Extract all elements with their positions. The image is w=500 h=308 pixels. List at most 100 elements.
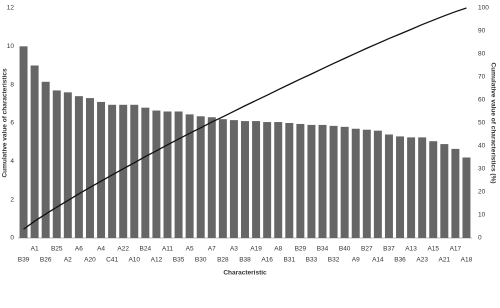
bar (152, 110, 161, 238)
x-tick-label: C41 (106, 257, 118, 264)
x-tick-label: B39 (18, 257, 30, 264)
y2-axis-title: Cumulative value of characteristics (%) (489, 62, 496, 183)
x-tick-label: A17 (450, 246, 462, 253)
y-tick-label: 4 (10, 158, 14, 165)
x-tick-label: A3 (230, 246, 238, 253)
bar (185, 114, 194, 238)
bar (19, 46, 28, 239)
y2-tick-label: 40 (478, 143, 486, 150)
bar (429, 141, 438, 238)
x-tick-label: B24 (140, 246, 152, 253)
x-axis-title: Characteristic (223, 270, 267, 277)
y2-tick-label: 100 (478, 5, 489, 12)
x-tick-label: A7 (208, 246, 216, 253)
bar (85, 98, 94, 238)
bar (451, 148, 460, 238)
y2-tick-label: 10 (478, 212, 486, 219)
x-tick-label: A16 (261, 257, 273, 264)
y-tick-label: 12 (7, 5, 15, 12)
x-tick-label: A2 (64, 257, 72, 264)
x-tick-label: B36 (394, 257, 406, 264)
x-tick-label: A22 (117, 246, 129, 253)
x-tick-label: A20 (84, 257, 96, 264)
bar (218, 119, 227, 238)
bar (63, 92, 72, 238)
bar (52, 90, 61, 239)
y2-tick-label: 90 (478, 28, 486, 35)
x-tick-label: B28 (217, 257, 229, 264)
x-tick-label: A13 (405, 246, 417, 253)
bar (207, 117, 216, 238)
bar (407, 137, 416, 238)
bar (41, 81, 50, 239)
x-tick-label: A4 (97, 246, 105, 253)
x-tick-label: B40 (339, 246, 351, 253)
bar (130, 104, 139, 239)
y-tick-label: 10 (7, 43, 15, 50)
bar (462, 157, 471, 238)
bar (307, 124, 316, 238)
bar (274, 122, 283, 238)
bar (351, 128, 360, 238)
bar (30, 65, 39, 238)
y-tick-label: 0 (10, 235, 14, 242)
bar (384, 134, 393, 238)
x-tick-label: B35 (173, 257, 185, 264)
bar (296, 123, 305, 238)
bar (329, 125, 338, 238)
bar (74, 96, 83, 239)
x-tick-label: A9 (352, 257, 360, 264)
bar (229, 120, 238, 238)
y2-tick-label: 70 (478, 74, 486, 81)
x-tick-label: B25 (51, 246, 63, 253)
x-tick-label: A14 (372, 257, 384, 264)
y-tick-label: 6 (10, 120, 14, 127)
x-tick-label: A12 (151, 257, 163, 264)
x-tick-label: A15 (427, 246, 439, 253)
x-tick-label: A6 (75, 246, 83, 253)
y2-tick-label: 30 (478, 166, 486, 173)
x-tick-label: A5 (186, 246, 194, 253)
y-tick-label: 2 (10, 196, 14, 203)
bar (318, 124, 327, 238)
bar (340, 126, 349, 238)
x-tick-label: A8 (274, 246, 282, 253)
bar (440, 144, 449, 238)
bar (263, 122, 272, 238)
x-tick-label: A19 (250, 246, 262, 253)
x-tick-label: A21 (439, 257, 451, 264)
x-tick-label: B30 (195, 257, 207, 264)
x-tick-label: B34 (317, 246, 329, 253)
x-tick-label: B29 (295, 246, 307, 253)
cumulative-line (23, 7, 467, 230)
bar (362, 129, 371, 238)
x-tick-label: B31 (284, 257, 296, 264)
x-tick-label: B33 (306, 257, 318, 264)
y2-tick-label: 0 (478, 235, 482, 242)
y2-tick-label: 60 (478, 97, 486, 104)
bar (119, 104, 128, 239)
bar (373, 130, 382, 238)
x-tick-label: B26 (40, 257, 52, 264)
bar (108, 104, 117, 239)
x-tick-label: A1 (31, 246, 39, 253)
y-axis-title: Cumulative value of characteristics (2, 68, 9, 177)
bar (196, 116, 205, 238)
x-tick-label: B32 (328, 257, 340, 264)
x-tick-label: A10 (128, 257, 140, 264)
bar (252, 121, 261, 238)
y2-tick-label: 20 (478, 189, 486, 196)
bar (285, 123, 294, 238)
x-tick-label: B38 (239, 257, 251, 264)
bar (396, 136, 405, 238)
x-tick-label: B27 (361, 246, 373, 253)
x-tick-label: A18 (461, 257, 473, 264)
x-tick-label: A11 (162, 246, 173, 253)
bar (97, 101, 106, 239)
bar (141, 107, 150, 239)
bar (174, 111, 183, 238)
x-tick-label: B37 (383, 246, 395, 253)
y-tick-label: 8 (10, 81, 14, 88)
x-tick-label: A23 (416, 257, 428, 264)
